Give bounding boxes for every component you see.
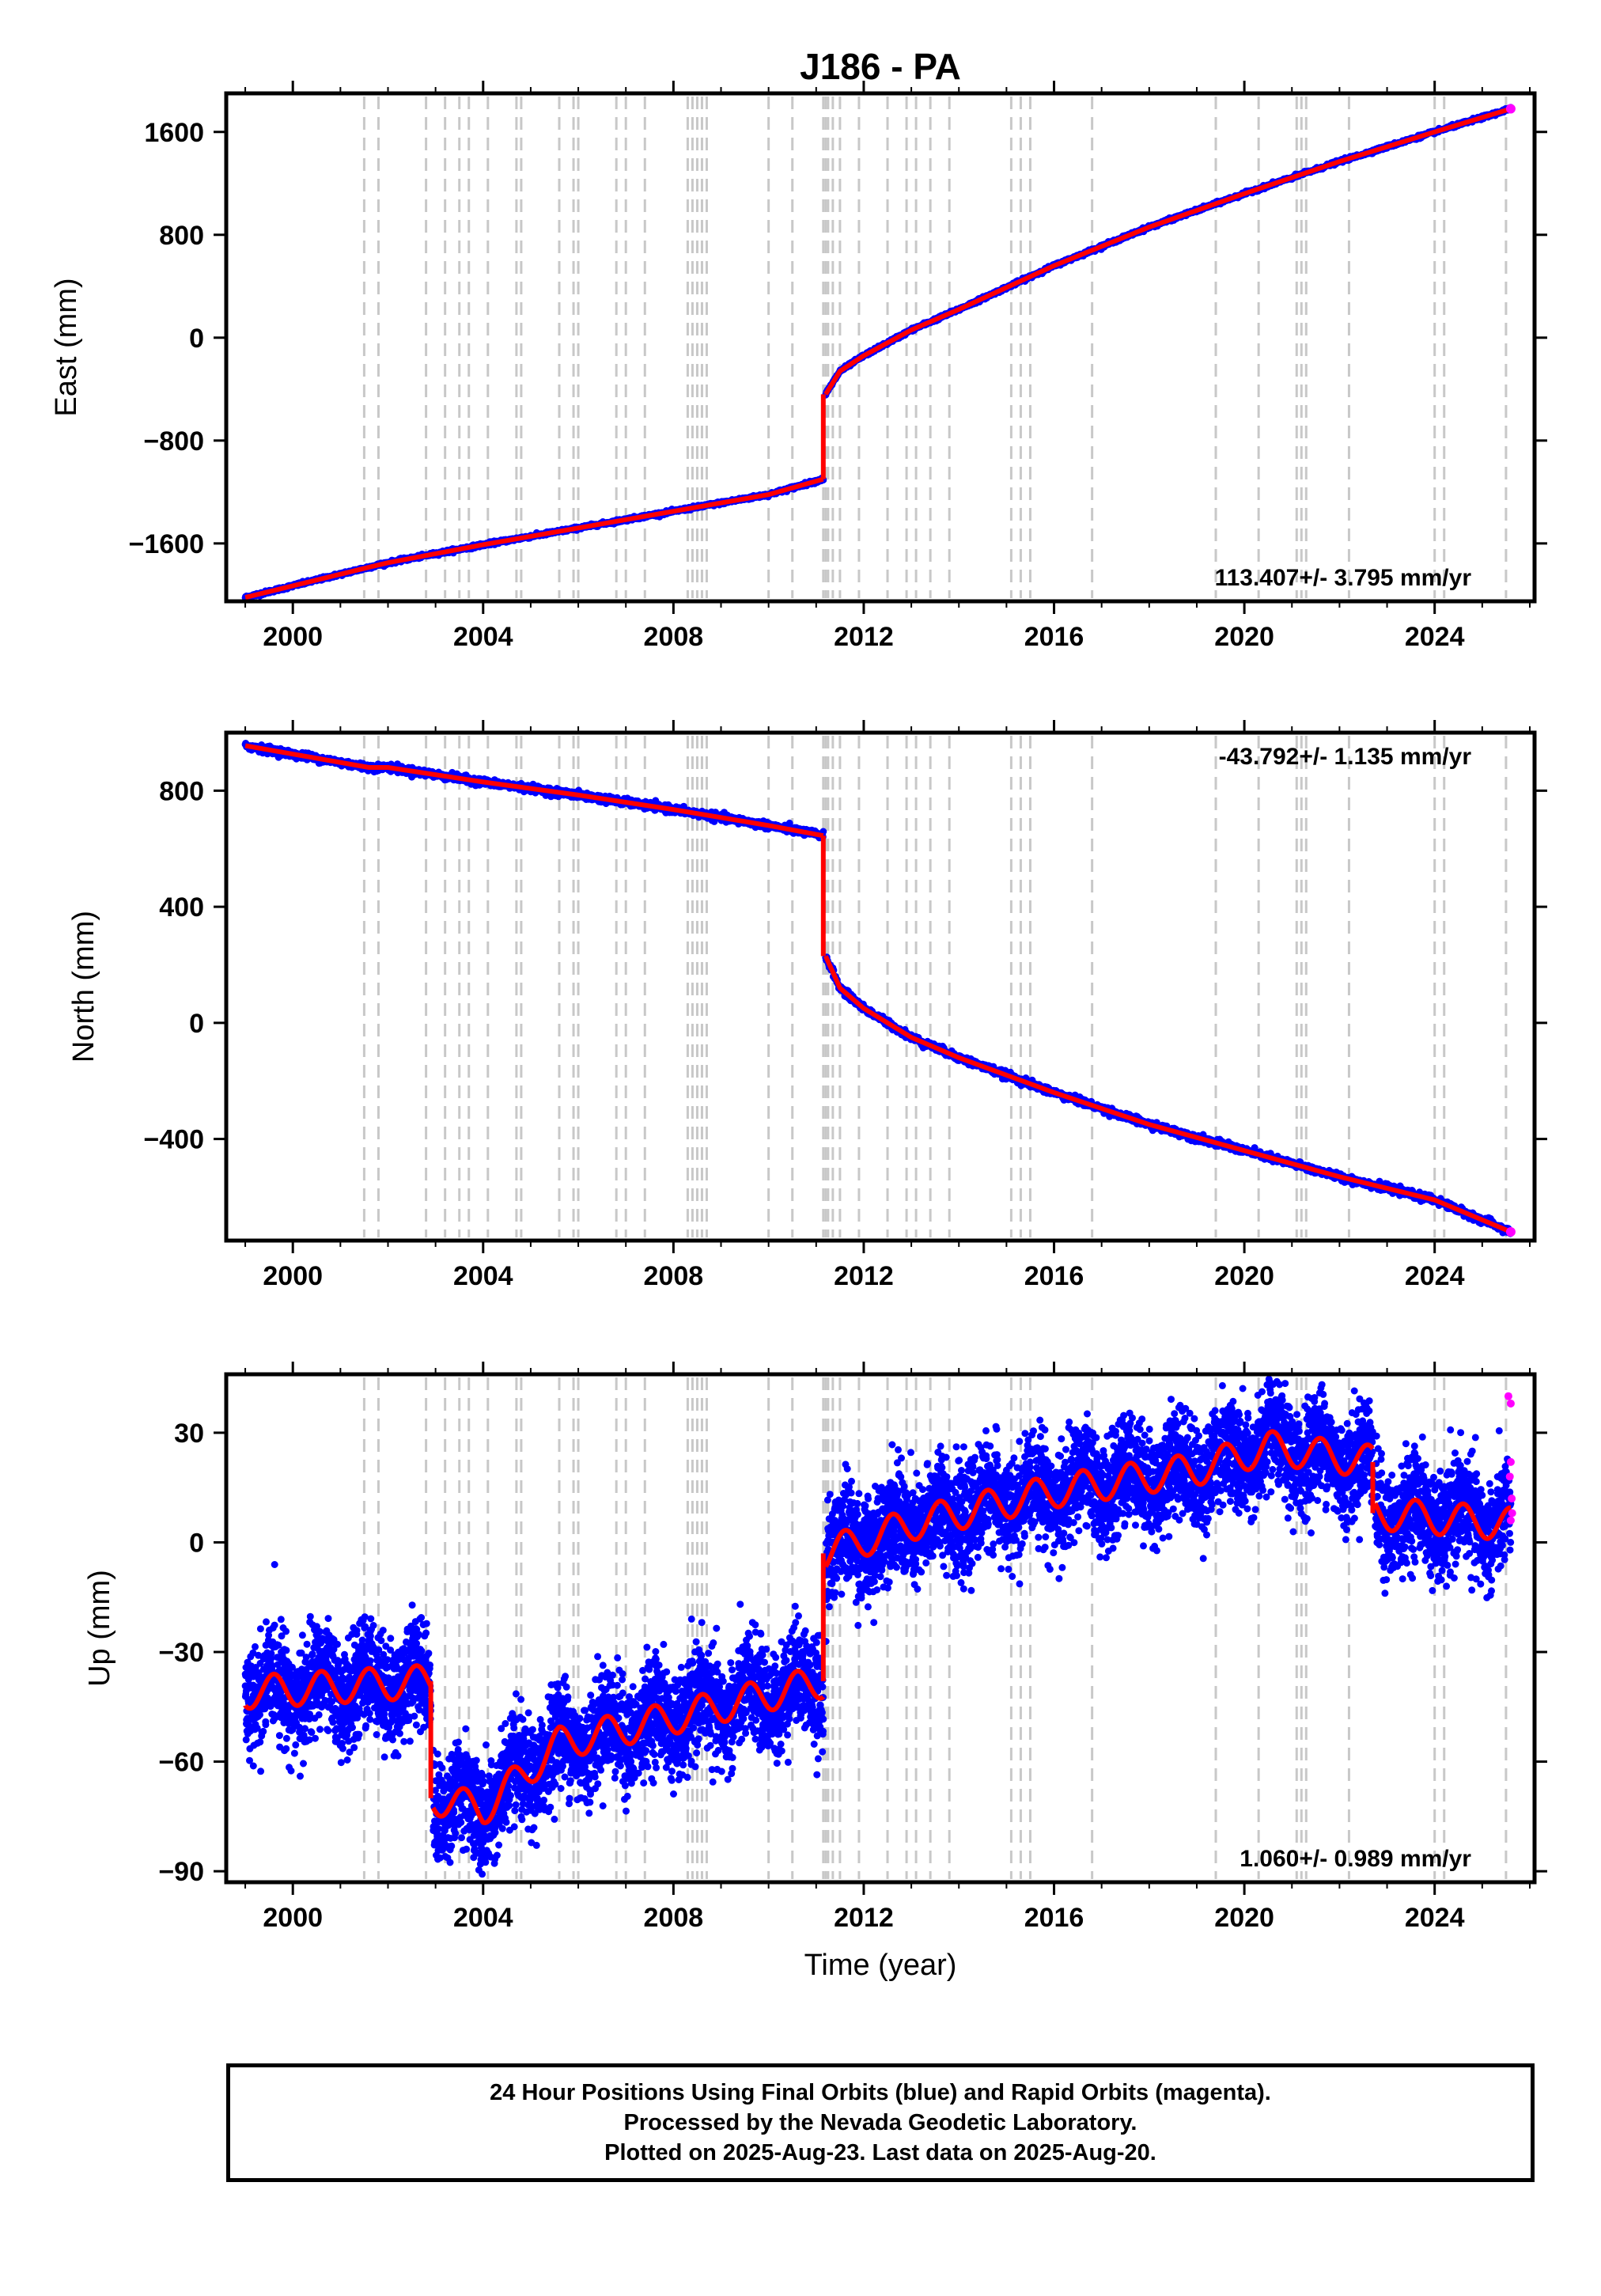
x-tick-label: 2012 bbox=[834, 1903, 894, 1933]
info-footer: 24 Hour Positions Using Final Orbits (bl… bbox=[226, 2063, 1535, 2182]
y-tick-label: 0 bbox=[189, 324, 204, 354]
x-tick-label: 2016 bbox=[1024, 622, 1084, 652]
y-tick-label: 800 bbox=[159, 776, 204, 806]
final-orbit-points bbox=[822, 953, 1515, 1237]
x-tick-label: 2016 bbox=[1024, 1903, 1084, 1933]
y-axis-label: North (mm) bbox=[67, 911, 100, 1063]
rapid-orbit-point bbox=[1504, 1392, 1512, 1400]
y-tick-label: −30 bbox=[158, 1638, 204, 1668]
panel-north: 2000 2004 2008 2012 2016 2020 2024 −400 0 400 800 N… bbox=[67, 720, 1547, 1291]
x-tick-label: 2008 bbox=[644, 1261, 704, 1291]
rapid-orbit-point bbox=[1508, 1509, 1516, 1517]
x-tick-label: 2000 bbox=[263, 1903, 323, 1933]
x-tick-label: 2008 bbox=[644, 1903, 704, 1933]
rapid-orbit-point bbox=[1505, 104, 1516, 114]
model-line bbox=[823, 1429, 1376, 1569]
plot-area bbox=[241, 104, 1516, 601]
panel-up: 2000 2004 2008 2012 2016 2020 2024 −90 −60 −30 0 30… bbox=[83, 1362, 1547, 1933]
final-orbit-points bbox=[241, 1561, 435, 1780]
y-tick-label: 0 bbox=[189, 1528, 204, 1558]
rapid-orbit-point bbox=[1505, 1226, 1516, 1237]
x-tick-label: 2008 bbox=[644, 622, 704, 652]
x-tick-label: 2004 bbox=[453, 622, 513, 652]
footer-line-plotted: Plotted on 2025-Aug-23. Last data on 202… bbox=[604, 2140, 1156, 2165]
x-tick-label: 2024 bbox=[1405, 1903, 1465, 1933]
chart-title: J186 - PA bbox=[800, 46, 961, 87]
plot-frame bbox=[224, 1372, 1537, 1885]
x-tick-label: 2020 bbox=[1214, 622, 1274, 652]
x-axis-label: Time (year) bbox=[804, 1949, 957, 1982]
y-tick-label: 400 bbox=[159, 892, 204, 923]
rapid-orbit-point bbox=[1506, 1457, 1515, 1466]
final-orbit-points bbox=[1372, 1426, 1515, 1601]
plot-area bbox=[241, 740, 1516, 1237]
x-tick-label: 2016 bbox=[1024, 1261, 1084, 1291]
y-tick-label: −400 bbox=[143, 1125, 204, 1155]
y-tick-label: −60 bbox=[158, 1748, 204, 1778]
model-line bbox=[823, 954, 1513, 1234]
y-tick-label: −800 bbox=[143, 426, 204, 457]
rapid-orbit-point bbox=[1508, 1495, 1516, 1503]
panel-east: 2000 2004 2008 2012 2016 2020 2024 −1600 −800 0 80… bbox=[50, 81, 1547, 652]
plot-frame bbox=[224, 91, 1537, 604]
y-tick-label: −1600 bbox=[129, 529, 205, 559]
model-line bbox=[430, 1669, 826, 1825]
rapid-orbit-point bbox=[1506, 1399, 1515, 1408]
footer-line-processed: Processed by the Nevada Geodetic Laborat… bbox=[623, 2110, 1137, 2135]
rate-label: 113.407+/- 3.795 mm/yr bbox=[1215, 565, 1472, 591]
model-line bbox=[243, 1663, 433, 1711]
y-tick-label: 800 bbox=[159, 221, 204, 251]
final-orbit-points bbox=[430, 1601, 827, 1878]
rapid-orbit-point bbox=[1505, 1472, 1514, 1481]
rapid-orbit-point bbox=[1506, 1516, 1515, 1525]
plot-area bbox=[241, 1375, 1516, 1878]
x-tick-label: 2012 bbox=[834, 1261, 894, 1291]
x-tick-label: 2012 bbox=[834, 622, 894, 652]
y-axis-label: East (mm) bbox=[50, 278, 83, 416]
y-tick-label: 0 bbox=[189, 1009, 204, 1039]
y-tick-label: 1600 bbox=[144, 118, 204, 148]
x-tick-label: 2020 bbox=[1214, 1903, 1274, 1933]
plot-frame bbox=[224, 730, 1537, 1243]
model-line bbox=[823, 106, 1513, 396]
y-axis-label: Up (mm) bbox=[83, 1570, 116, 1687]
x-tick-label: 2000 bbox=[263, 1261, 323, 1291]
final-orbit-points bbox=[822, 104, 1515, 399]
x-tick-label: 2004 bbox=[453, 1261, 513, 1291]
y-tick-label: 30 bbox=[174, 1419, 204, 1449]
footer-line-orbits: 24 Hour Positions Using Final Orbits (bl… bbox=[490, 2080, 1271, 2105]
x-tick-label: 2024 bbox=[1405, 622, 1465, 652]
final-orbit-points bbox=[241, 474, 827, 601]
model-line bbox=[243, 743, 826, 839]
x-tick-label: 2004 bbox=[453, 1903, 513, 1933]
x-tick-label: 2000 bbox=[263, 622, 323, 652]
final-orbit-points bbox=[822, 1375, 1376, 1646]
x-tick-label: 2020 bbox=[1214, 1261, 1274, 1291]
x-tick-label: 2024 bbox=[1405, 1261, 1465, 1291]
rate-label: -43.792+/- 1.135 mm/yr bbox=[1219, 744, 1472, 770]
model-line bbox=[243, 476, 826, 601]
model-line bbox=[1372, 1497, 1513, 1541]
y-tick-label: −90 bbox=[158, 1857, 204, 1887]
rate-label: 1.060+/- 0.989 mm/yr bbox=[1240, 1846, 1471, 1872]
